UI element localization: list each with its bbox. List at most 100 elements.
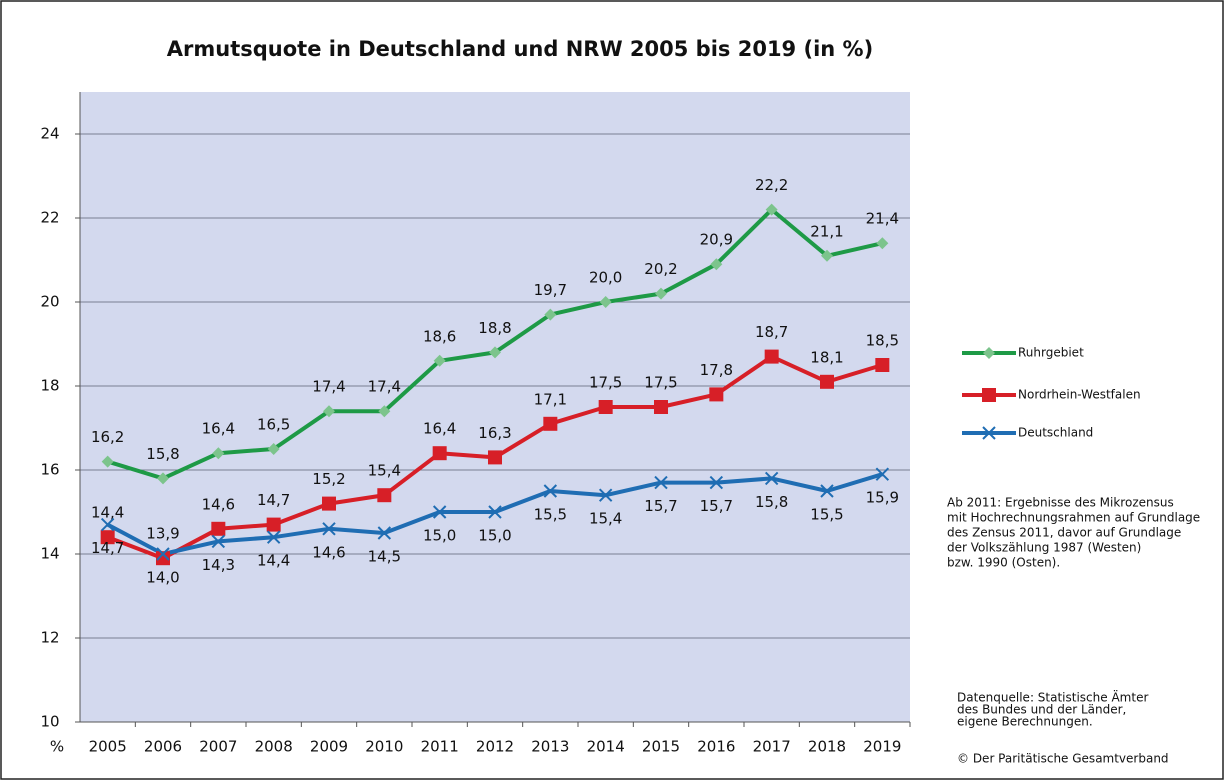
data-label: 14,4	[91, 504, 124, 522]
data-label: 15,0	[423, 527, 456, 545]
data-label: 17,8	[700, 361, 733, 379]
marker	[322, 522, 336, 536]
data-label: 14,3	[202, 556, 235, 574]
data-label: 19,7	[534, 281, 567, 299]
marker	[544, 308, 557, 321]
data-label: 18,1	[810, 348, 843, 366]
marker	[157, 472, 169, 485]
marker	[876, 237, 889, 250]
y-tick-label: 12	[40, 629, 59, 647]
chart-title: Armutsquote in Deutschland und NRW 2005 …	[167, 37, 873, 61]
data-label: 14,7	[257, 491, 290, 509]
marker	[983, 347, 995, 359]
marker	[489, 346, 501, 359]
data-label: 18,6	[423, 327, 456, 345]
marker	[543, 416, 558, 431]
marker	[543, 484, 558, 498]
marker	[433, 354, 446, 367]
source: Datenquelle: Statistische Ämter	[957, 690, 1148, 705]
data-label: 15,4	[368, 462, 401, 480]
y-tick-label: 14	[40, 545, 59, 563]
y-tick-label: 18	[40, 377, 59, 395]
data-label: 15,5	[534, 506, 567, 524]
marker	[820, 484, 834, 498]
data-label: 15,5	[810, 506, 843, 524]
data-label: 15,0	[478, 527, 511, 545]
note: des Zensus 2011, davor auf Grundlage	[947, 526, 1181, 540]
data-label: 15,8	[146, 445, 179, 463]
x-tick-label: 2017	[753, 738, 791, 756]
x-tick-label: 2014	[587, 738, 625, 756]
marker	[432, 446, 447, 461]
y-unit: %	[50, 738, 64, 756]
marker	[100, 530, 115, 545]
x-tick-label: 2012	[476, 738, 514, 756]
data-label: 16,4	[202, 420, 235, 438]
data-label: 14,5	[368, 548, 401, 566]
data-label: 17,4	[312, 378, 345, 396]
note: bzw. 1990 (Osten).	[947, 556, 1060, 570]
data-label: 15,4	[589, 510, 622, 528]
source: eigene Berechnungen.	[957, 715, 1093, 729]
data-label: 15,9	[866, 489, 899, 507]
plot-area	[80, 92, 910, 722]
marker	[488, 450, 502, 465]
marker	[710, 258, 723, 271]
data-label: 18,8	[478, 319, 511, 337]
data-label: 15,2	[312, 470, 345, 488]
data-label: 14,6	[312, 543, 345, 561]
x-tick-label: 2015	[642, 738, 680, 756]
marker	[875, 467, 890, 481]
x-tick-label: 2006	[144, 738, 182, 756]
x-tick-label: 2019	[863, 738, 901, 756]
y-tick-label: 20	[40, 293, 59, 311]
marker	[875, 358, 890, 372]
marker	[599, 296, 612, 308]
data-label: 15,7	[644, 497, 677, 515]
marker	[101, 455, 114, 468]
marker	[156, 547, 170, 561]
marker	[322, 496, 336, 511]
data-label: 17,5	[589, 374, 622, 392]
marker	[156, 551, 170, 566]
marker	[212, 447, 225, 460]
marker	[377, 526, 392, 540]
data-label: 21,4	[866, 210, 899, 228]
data-label: 22,2	[755, 176, 788, 194]
x-tick-label: 2013	[531, 738, 569, 756]
x-tick-label: 2011	[421, 738, 459, 756]
x-tick-label: 2009	[310, 738, 348, 756]
data-label: 17,5	[644, 374, 677, 392]
data-label: 17,1	[534, 390, 567, 408]
marker	[820, 374, 834, 389]
data-label: 16,2	[91, 428, 124, 446]
data-label: 18,7	[755, 323, 788, 341]
note: der Volkszählung 1987 (Westen)	[947, 541, 1141, 555]
legend-label: Deutschland	[1018, 426, 1093, 440]
data-label: 14,0	[146, 569, 179, 587]
marker	[432, 505, 447, 519]
x-tick-label: 2018	[808, 738, 846, 756]
note: Ab 2011: Ergebnisse des Mikrozensus	[947, 496, 1174, 510]
marker	[100, 517, 115, 532]
data-label: 20,2	[644, 260, 677, 278]
legend-label: Ruhrgebiet	[1018, 346, 1084, 360]
marker	[765, 203, 778, 216]
marker	[211, 534, 226, 549]
data-label: 20,9	[700, 231, 733, 249]
marker	[211, 521, 226, 536]
copyright: © Der Paritätische Gesamtverband	[957, 752, 1169, 766]
data-label: 15,8	[755, 493, 788, 511]
x-tick-label: 2007	[199, 738, 237, 756]
marker	[598, 488, 613, 502]
marker	[488, 505, 502, 519]
y-tick-label: 22	[40, 209, 59, 227]
marker	[764, 349, 779, 364]
data-label: 13,9	[146, 525, 179, 543]
marker	[267, 443, 280, 455]
marker	[598, 400, 613, 414]
marker	[709, 475, 724, 490]
data-label: 14,7	[91, 539, 124, 557]
y-tick-label: 24	[40, 125, 59, 143]
data-label: 21,1	[810, 222, 843, 240]
